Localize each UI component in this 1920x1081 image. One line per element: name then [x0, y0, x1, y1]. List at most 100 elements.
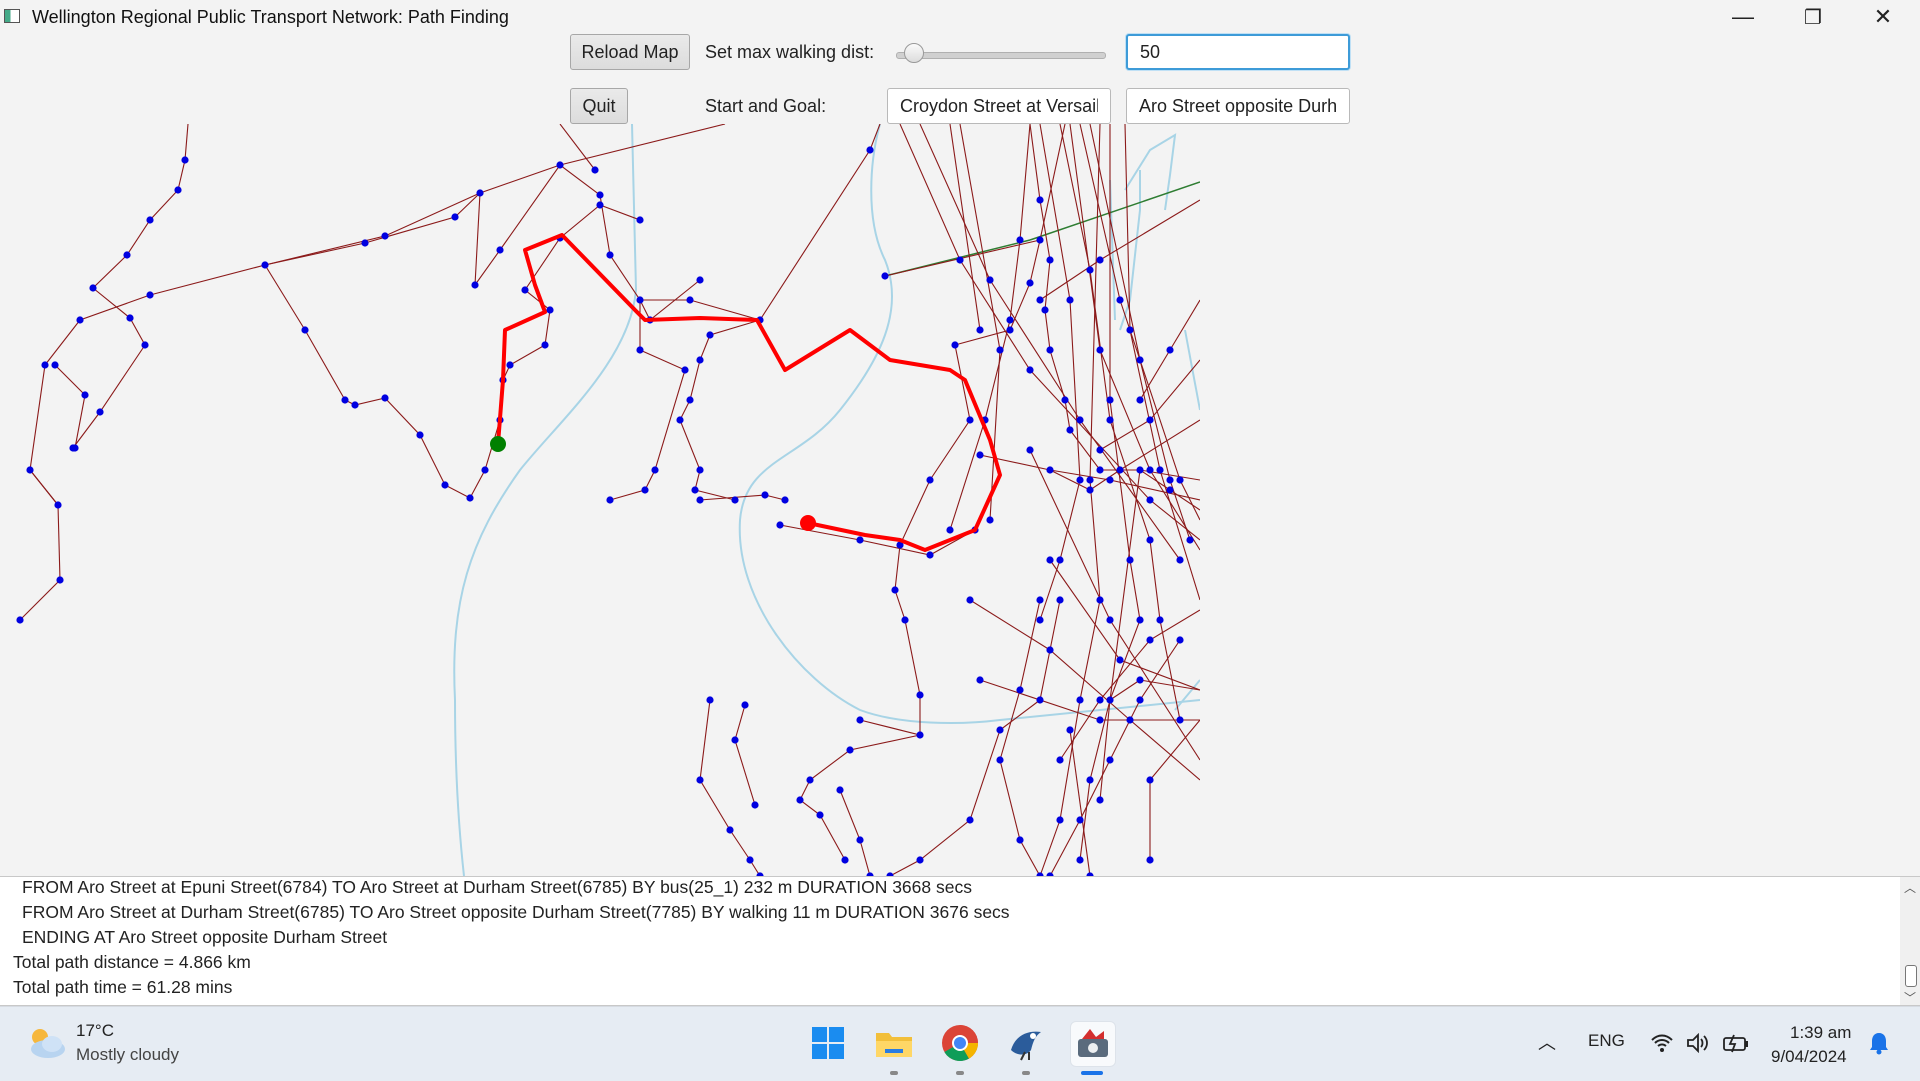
- bus-stop[interactable]: [996, 756, 1004, 764]
- bus-stop[interactable]: [1076, 816, 1084, 824]
- bus-stop[interactable]: [1046, 466, 1054, 474]
- bus-stop[interactable]: [956, 256, 964, 264]
- bus-stop[interactable]: [886, 872, 894, 876]
- bus-stop[interactable]: [751, 801, 759, 809]
- bus-stop[interactable]: [706, 331, 714, 339]
- bus-stop[interactable]: [741, 701, 749, 709]
- bus-stop[interactable]: [341, 396, 349, 404]
- walk-distance-slider-track[interactable]: [896, 52, 1106, 59]
- bus-stop[interactable]: [54, 501, 62, 509]
- reload-map-button[interactable]: Reload Map: [570, 34, 690, 70]
- bus-stop[interactable]: [726, 826, 734, 834]
- bus-stop[interactable]: [451, 213, 459, 221]
- bus-stop[interactable]: [896, 541, 904, 549]
- bus-stop[interactable]: [1006, 316, 1014, 324]
- bus-stop[interactable]: [1061, 396, 1069, 404]
- bus-stop[interactable]: [361, 239, 369, 247]
- walk-distance-input[interactable]: [1126, 34, 1350, 70]
- bus-stop[interactable]: [1146, 776, 1154, 784]
- speaker-icon[interactable]: [1686, 1033, 1710, 1053]
- bus-stop[interactable]: [541, 341, 549, 349]
- bus-stop[interactable]: [1096, 466, 1104, 474]
- bus-stop[interactable]: [916, 731, 924, 739]
- quit-button[interactable]: Quit: [570, 88, 628, 124]
- close-button[interactable]: ✕: [1873, 4, 1893, 29]
- path-output-text[interactable]: FROM Aro Street at Epuni Street(6784) TO…: [0, 876, 1920, 1006]
- bus-stop[interactable]: [71, 444, 79, 452]
- start-marker[interactable]: [490, 436, 506, 452]
- bus-stop[interactable]: [1076, 856, 1084, 864]
- goal-stop-input[interactable]: [1126, 88, 1350, 124]
- bus-stop[interactable]: [596, 201, 604, 209]
- clock-date[interactable]: 9/04/2024: [1771, 1047, 1847, 1066]
- battery-charging-icon[interactable]: [1722, 1033, 1750, 1053]
- bus-stop[interactable]: [1056, 596, 1064, 604]
- bus-stop[interactable]: [696, 276, 704, 284]
- bus-stop[interactable]: [441, 481, 449, 489]
- bus-stop[interactable]: [1176, 556, 1184, 564]
- bus-stop[interactable]: [1096, 596, 1104, 604]
- bus-stops[interactable]: [16, 146, 1194, 876]
- bus-stop[interactable]: [1046, 872, 1054, 876]
- windows-start-icon[interactable]: [806, 1021, 850, 1065]
- bus-stop[interactable]: [1146, 856, 1154, 864]
- bus-stop[interactable]: [856, 716, 864, 724]
- bus-stop[interactable]: [1106, 476, 1114, 484]
- bus-stop[interactable]: [1136, 696, 1144, 704]
- bus-stop[interactable]: [1106, 616, 1114, 624]
- wifi-icon[interactable]: [1650, 1033, 1674, 1053]
- bus-stop[interactable]: [1026, 279, 1034, 287]
- bus-stop[interactable]: [776, 521, 784, 529]
- bus-stop[interactable]: [56, 576, 64, 584]
- bus-stop[interactable]: [1036, 696, 1044, 704]
- bus-stop[interactable]: [1046, 256, 1054, 264]
- notification-bell-icon[interactable]: [1868, 1031, 1890, 1055]
- bus-stop[interactable]: [606, 496, 614, 504]
- bus-stop[interactable]: [951, 341, 959, 349]
- bus-stop[interactable]: [1026, 446, 1034, 454]
- bus-stop[interactable]: [891, 586, 899, 594]
- bus-stop[interactable]: [1016, 686, 1024, 694]
- bus-stop[interactable]: [146, 216, 154, 224]
- bus-stop[interactable]: [1026, 366, 1034, 374]
- bus-stop[interactable]: [986, 516, 994, 524]
- bus-stop[interactable]: [1036, 196, 1044, 204]
- bus-stop[interactable]: [686, 396, 694, 404]
- bus-stop[interactable]: [1166, 476, 1174, 484]
- bus-stop[interactable]: [866, 872, 874, 876]
- bus-stop[interactable]: [1096, 446, 1104, 454]
- bus-stop[interactable]: [351, 401, 359, 409]
- bus-stop[interactable]: [841, 856, 849, 864]
- network-map[interactable]: [0, 124, 1200, 876]
- bus-stop[interactable]: [641, 486, 649, 494]
- bus-stop[interactable]: [1186, 536, 1194, 544]
- weather-description[interactable]: Mostly cloudy: [76, 1045, 179, 1064]
- scroll-down-icon[interactable]: ﹀: [1904, 991, 1917, 1005]
- bus-stop[interactable]: [181, 156, 189, 164]
- bus-stop[interactable]: [26, 466, 34, 474]
- bus-stop[interactable]: [901, 616, 909, 624]
- bus-stop[interactable]: [481, 466, 489, 474]
- bus-stop[interactable]: [76, 316, 84, 324]
- chevron-up-icon[interactable]: ︿: [1538, 1033, 1556, 1053]
- bus-stop[interactable]: [1076, 416, 1084, 424]
- bus-stop[interactable]: [261, 261, 269, 269]
- bus-stop[interactable]: [1036, 872, 1044, 876]
- bus-stop[interactable]: [146, 291, 154, 299]
- bus-stop[interactable]: [1176, 476, 1184, 484]
- bus-stop[interactable]: [866, 146, 874, 154]
- bus-stop[interactable]: [706, 696, 714, 704]
- bus-stop[interactable]: [966, 596, 974, 604]
- bus-stop[interactable]: [731, 496, 739, 504]
- language-indicator[interactable]: ENG: [1588, 1031, 1625, 1050]
- bus-stop[interactable]: [996, 726, 1004, 734]
- bus-stop[interactable]: [1096, 796, 1104, 804]
- java-app-icon[interactable]: [1070, 1021, 1116, 1067]
- cloud-sun-icon[interactable]: [26, 1025, 68, 1061]
- bus-stop[interactable]: [1036, 596, 1044, 604]
- bus-stop[interactable]: [1016, 236, 1024, 244]
- bus-stop[interactable]: [1056, 756, 1064, 764]
- bus-stop[interactable]: [636, 296, 644, 304]
- bus-stop[interactable]: [16, 616, 24, 624]
- restore-button[interactable]: ❐: [1804, 6, 1822, 29]
